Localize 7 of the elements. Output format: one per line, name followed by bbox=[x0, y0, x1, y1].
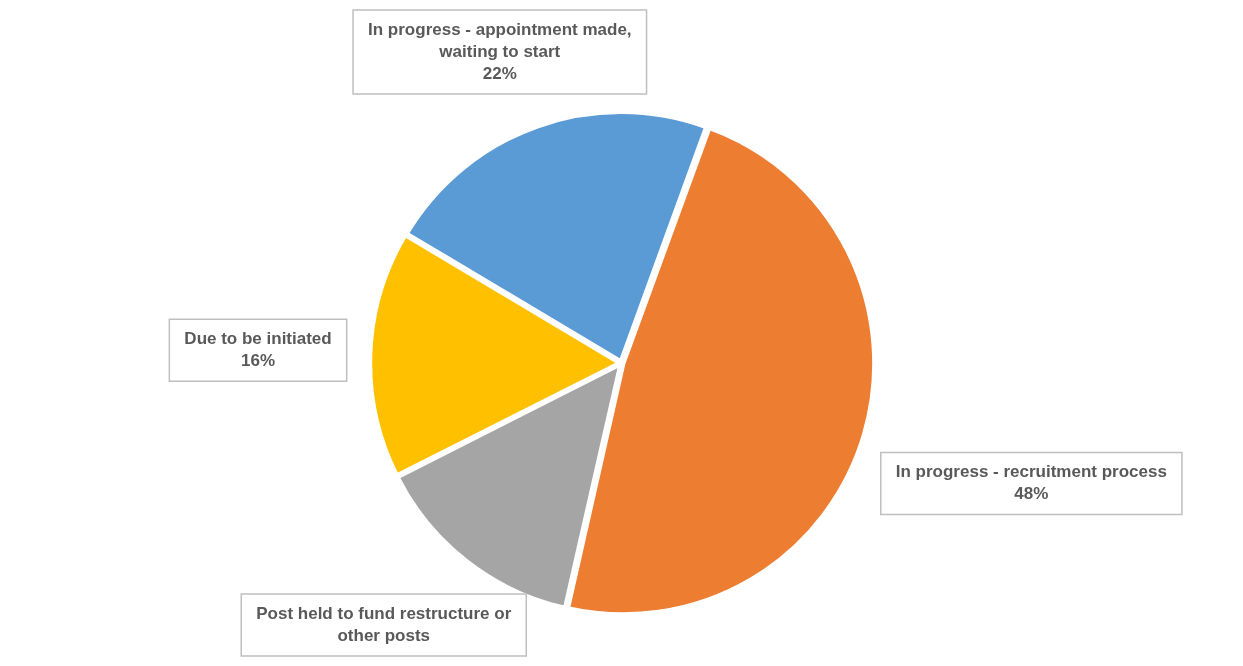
slice-label: In progress - appointment made, waiting to start bbox=[368, 19, 632, 61]
data-label: 22% bbox=[482, 63, 517, 83]
data-label: 16% bbox=[241, 350, 276, 370]
slice-label: In progress - recruitment process bbox=[895, 462, 1167, 482]
slice-label: Post held to fund restructure or other posts bbox=[256, 603, 512, 645]
slice-label: Due to be initiated bbox=[184, 328, 332, 348]
data-label: 48% bbox=[1014, 484, 1049, 504]
